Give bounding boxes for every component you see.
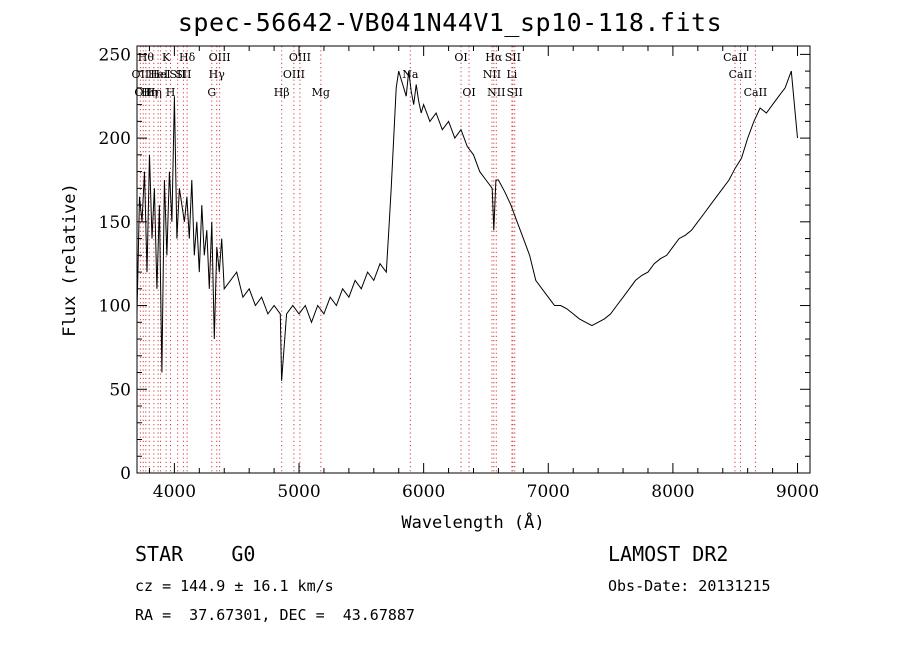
x-tick-label: 9000 <box>776 482 819 502</box>
line-label: OI <box>462 86 475 99</box>
line-label: Hδ <box>179 51 196 64</box>
y-axis-label: Flux (relative) <box>60 183 80 337</box>
line-label: Hβ <box>274 86 290 99</box>
line-label: H <box>166 86 176 99</box>
line-label: SII <box>170 68 186 81</box>
line-label: OIII <box>209 51 231 64</box>
line-labels: OIIOIIHθHηHηHeIHeIKHSIISIIHδGHγOIIIHβOII… <box>132 51 768 99</box>
line-label: OII <box>134 86 152 99</box>
line-label: CaII <box>729 68 753 81</box>
line-label: Na <box>402 68 419 81</box>
line-label: SII <box>505 51 521 64</box>
x-tick-label: 7000 <box>527 482 570 502</box>
line-label: Li <box>506 68 517 81</box>
object-class: STAR G0 <box>135 542 256 566</box>
spectrum-line <box>136 70 798 381</box>
line-label: Hα <box>485 51 503 64</box>
y-tick-label: 150 <box>99 213 131 233</box>
line-label: OI <box>454 51 467 64</box>
line-label: Hη <box>141 86 157 99</box>
axes: 4000 5000 6000 7000 8000 9000 0 50 100 150 200 250 <box>99 45 820 502</box>
y-tick-label: 200 <box>99 129 131 149</box>
line-markers <box>139 46 756 473</box>
line-label: Mg <box>312 86 330 99</box>
line-label: HeI <box>150 68 170 81</box>
line-label: Hθ <box>138 51 155 64</box>
chart-title: spec-56642-VB041N44V1_sp10-118.fits <box>177 8 723 37</box>
y-tick-label: 250 <box>99 45 131 65</box>
redshift-velocity: cz = 144.9 ± 16.1 km/s <box>135 577 334 595</box>
survey-name: LAMOST DR2 <box>608 542 729 566</box>
line-label: HeI <box>148 68 168 81</box>
line-label: OIII <box>289 51 311 64</box>
line-label: SII <box>175 68 191 81</box>
x-tick-label: 5000 <box>277 482 320 502</box>
line-label: OII <box>132 68 150 81</box>
line-label: OIII <box>283 68 305 81</box>
line-label: Hγ <box>209 68 226 81</box>
line-label: Hη <box>146 86 162 99</box>
line-label: K <box>162 51 171 64</box>
y-tick-label: 0 <box>120 464 131 484</box>
coordinates: RA = 37.67301, DEC = 43.67887 <box>135 606 415 624</box>
line-label: CaII <box>744 86 768 99</box>
x-tick-label: 8000 <box>651 482 694 502</box>
x-tick-label: 6000 <box>402 482 445 502</box>
spectrum-series <box>136 70 798 381</box>
line-label: CaII <box>723 51 747 64</box>
y-tick-label: 50 <box>109 380 131 400</box>
plot-frame <box>136 45 811 474</box>
x-axis-label: Wavelength (Å) <box>401 511 544 533</box>
y-tick-label: 100 <box>99 297 131 317</box>
line-label: NII <box>483 68 501 81</box>
x-tick-label: 4000 <box>153 482 196 502</box>
observation-date: Obs-Date: 20131215 <box>608 577 771 595</box>
line-label: NII <box>487 86 505 99</box>
line-label: SII <box>507 86 523 99</box>
line-label: G <box>207 86 216 99</box>
